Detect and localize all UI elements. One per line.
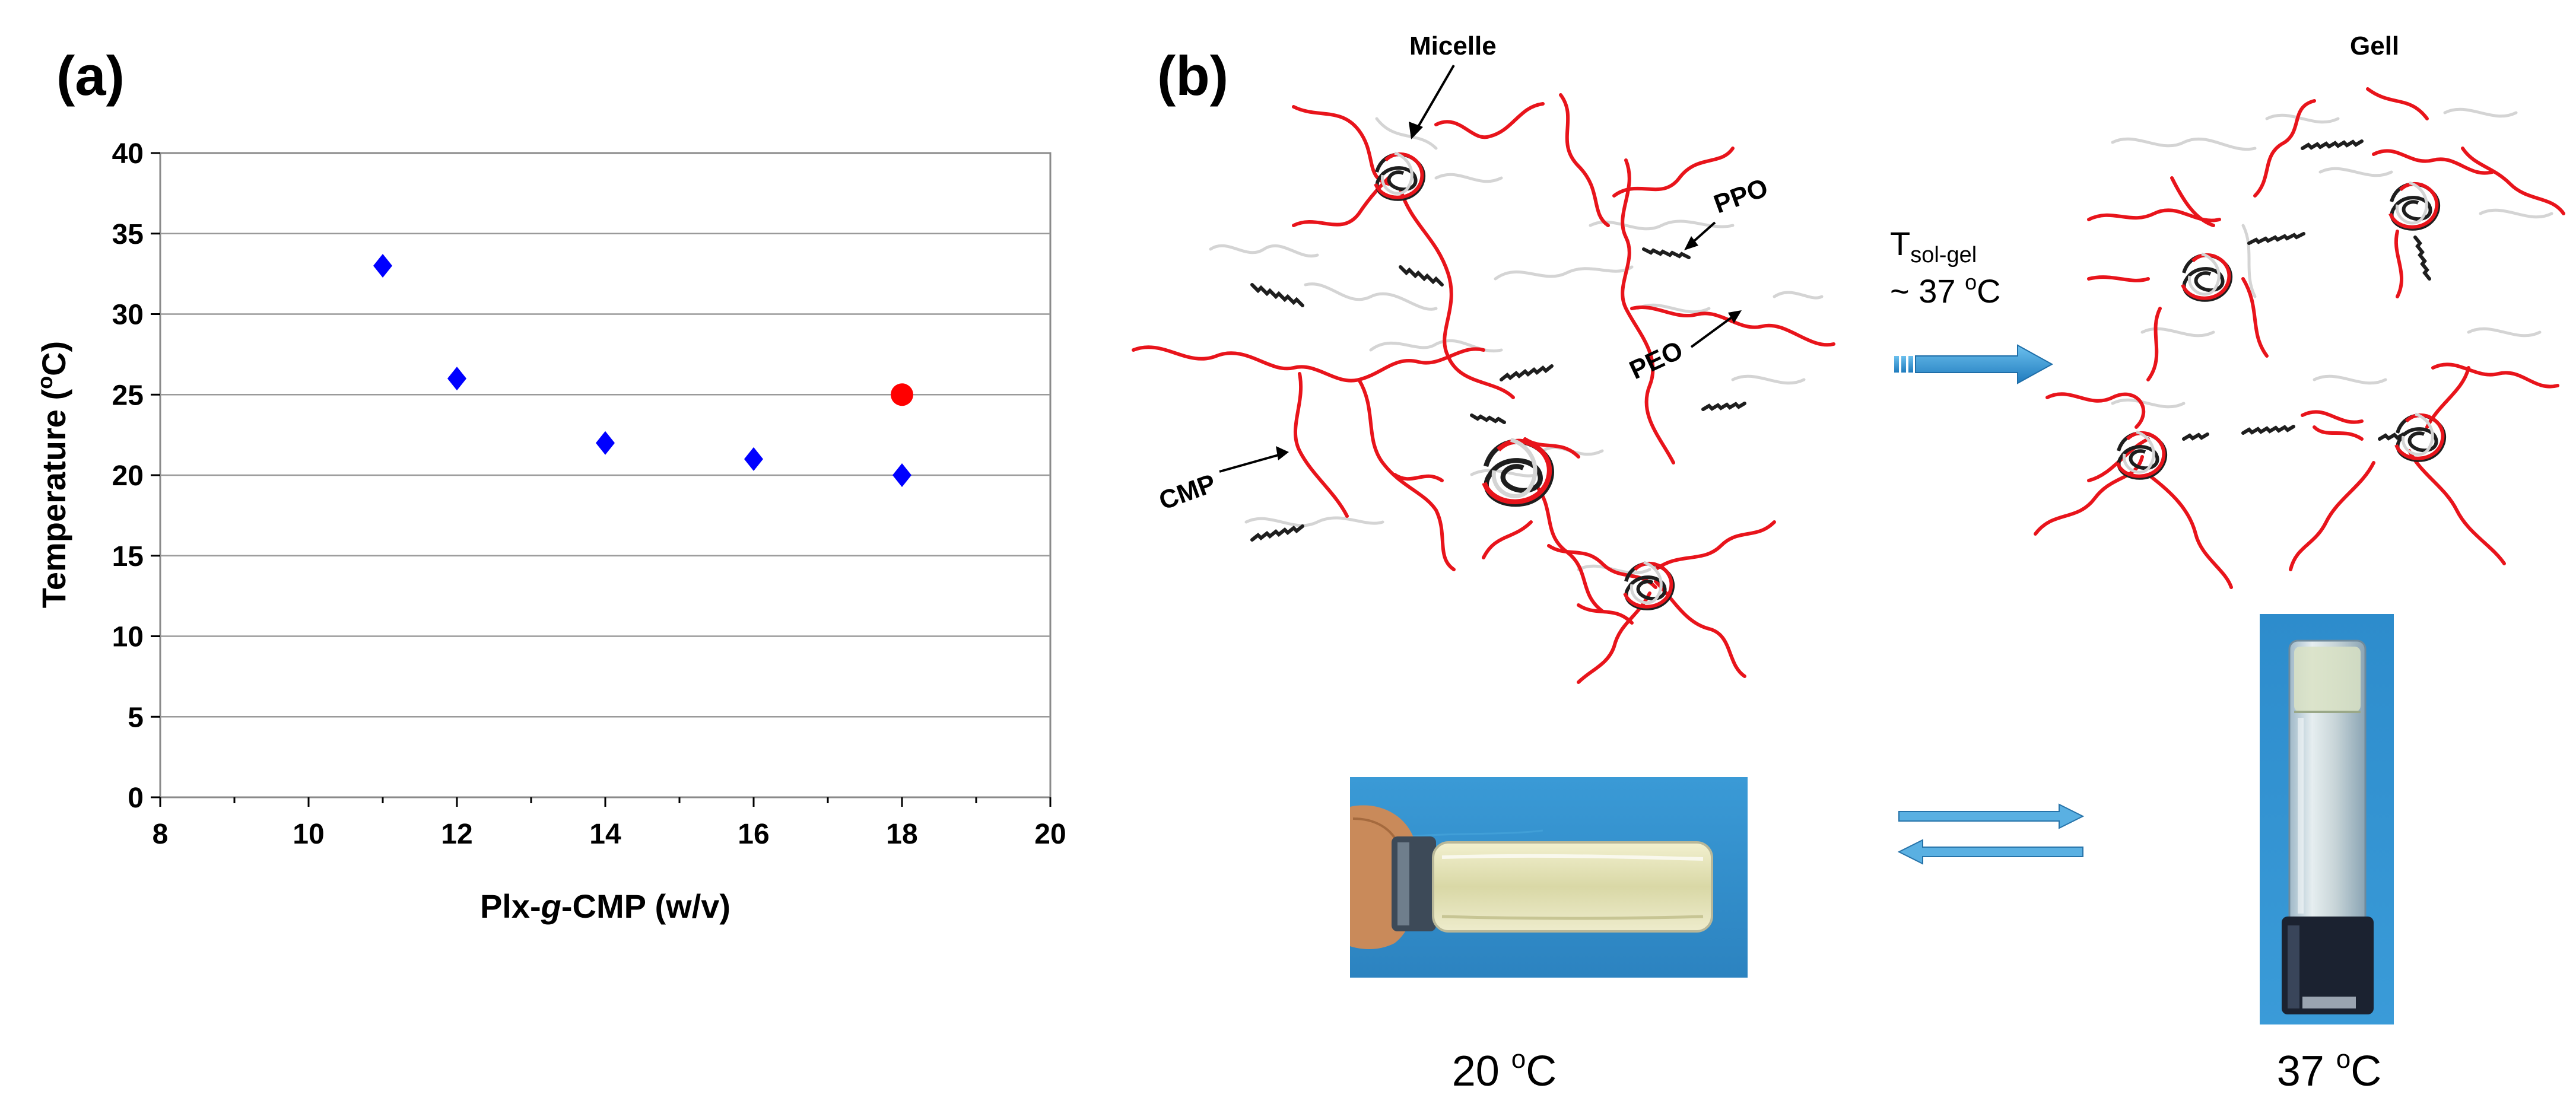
x-tick-label-3: 14 [589, 819, 621, 850]
y-tick-label-5: 25 [112, 380, 144, 411]
panel-b-label: (b) [1157, 44, 1228, 107]
y-tick-label-8: 40 [112, 138, 144, 170]
x-tick-label-4: 16 [738, 819, 769, 850]
gel-photo [2260, 614, 2394, 1024]
data-point-diamond-1 [447, 367, 466, 391]
y-tick-label-0: 0 [128, 782, 144, 814]
data-point-diamond-0 [373, 254, 392, 278]
x-tick-label-6: 20 [1034, 819, 1066, 850]
y-tick-label-2: 10 [112, 622, 144, 653]
gel-photo-caption: 37 oC [2277, 1045, 2382, 1095]
x-axis-ticks: 8 10 12 14 16 18 20 [153, 797, 1066, 850]
equilibrium-arrows [1897, 803, 2085, 865]
transition-arrow [1894, 344, 2054, 384]
sol-photo [1350, 777, 1748, 978]
x-tick-label-2: 12 [441, 819, 472, 850]
micelle-pointer [1414, 64, 1455, 133]
panel-a-label: (a) [56, 44, 125, 107]
x-tick-label-0: 8 [153, 819, 169, 850]
y-tick-label-4: 20 [112, 460, 144, 492]
transition-temperature: ~ 37 oC [1890, 270, 2001, 310]
y-axis-title: Temperature (oC) [33, 341, 72, 608]
data-point-diamond-3 [744, 447, 763, 471]
sol-photo-caption: 20 oC [1452, 1045, 1557, 1095]
micelle-label: Micelle [1409, 31, 1497, 61]
data-point-diamond-4 [892, 463, 911, 487]
y-axis-ticks: 0 5 10 15 20 25 30 35 40 [112, 138, 160, 814]
ppo-label: PPO [1710, 173, 1772, 219]
data-points [373, 254, 913, 487]
x-tick-label-1: 10 [293, 819, 324, 850]
transition-label: Tsol-gel [1890, 225, 1977, 268]
x-axis-title: Plx-g-CMP (w/v) [480, 887, 730, 925]
gel-network-illustration [2034, 87, 2565, 589]
scatter-chart: 8 10 12 14 16 18 20 0 5 10 15 20 25 30 35 40 Plx-g-CMP… [33, 138, 1066, 925]
y-tick-label-6: 30 [112, 300, 144, 331]
data-point-diamond-2 [596, 431, 615, 455]
cmp-label: CMP [1155, 469, 1220, 516]
y-gridlines [160, 233, 1050, 718]
y-tick-label-3: 15 [112, 541, 144, 572]
x-tick-label-5: 18 [886, 819, 917, 850]
y-tick-label-7: 35 [112, 219, 144, 250]
peo-label: PEO [1625, 335, 1688, 385]
gel-label: Gell [2350, 31, 2399, 61]
data-point-circle-0 [891, 383, 913, 406]
sol-network-illustration [1132, 93, 1835, 684]
y-tick-label-1: 5 [128, 702, 144, 733]
